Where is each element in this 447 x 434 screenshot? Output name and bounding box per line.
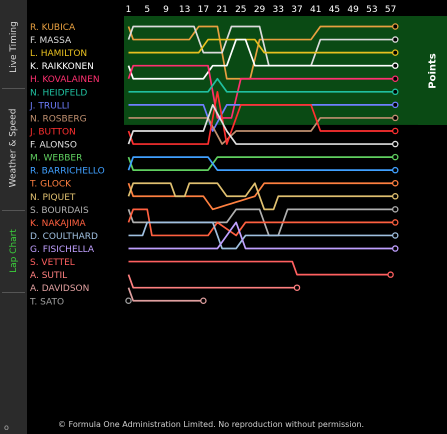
driver-label: L. HAMILTON — [30, 49, 87, 59]
position-line — [127, 156, 396, 172]
driver-label: A. DAVIDSON — [30, 284, 89, 294]
x-tick-label: 49 — [347, 5, 359, 15]
driver-label: J. TRULLI — [29, 101, 69, 111]
driver-label: R. BARRICHELLO — [30, 167, 105, 177]
sidebar-divider — [2, 292, 25, 293]
x-tick-label: 9 — [163, 5, 169, 15]
line-end-marker — [392, 153, 399, 161]
driver-label: M. WEBBER — [30, 154, 82, 164]
x-tick-label: 13 — [179, 5, 190, 15]
driver-label: D. COULTHARD — [30, 232, 98, 242]
position-line — [127, 182, 396, 211]
position-line — [127, 274, 297, 289]
driver-label: T. GLOCK — [29, 180, 72, 190]
driver-label: G. FISICHELLA — [30, 245, 95, 255]
line-end-marker — [392, 219, 399, 226]
position-line — [127, 38, 396, 80]
x-tick-label: 17 — [198, 5, 209, 15]
sidebar-divider — [2, 210, 25, 211]
driver-label: A. SUTIL — [30, 271, 67, 281]
line-end-marker — [200, 297, 207, 305]
x-tick-label: 41 — [310, 5, 321, 15]
x-tick-label: 37 — [291, 5, 302, 15]
position-line — [127, 90, 396, 145]
line-end-marker — [392, 36, 399, 43]
driver-label: F. ALONSO — [30, 141, 77, 151]
position-line — [127, 287, 204, 302]
driver-label: N. ROSBERG — [30, 114, 87, 124]
line-end-marker — [387, 271, 394, 278]
driver-label: S. BOURDAIS — [30, 206, 89, 216]
line-end-marker — [125, 297, 132, 305]
points-label: Points — [427, 52, 438, 89]
line-end-marker — [392, 75, 399, 82]
sidebar: Live Timing Weather & Speed Lap Chart o — [0, 0, 27, 434]
line-end-marker — [392, 127, 399, 135]
line-end-marker — [392, 88, 399, 96]
position-line — [128, 117, 396, 145]
driver-label: R. KUBICA — [30, 23, 76, 33]
copyright-footer: © Formula One Administration Limited. No… — [58, 420, 365, 429]
x-tick-label: 25 — [235, 5, 246, 15]
line-end-marker — [392, 49, 399, 56]
x-tick-label: 1 — [126, 5, 132, 15]
line-end-marker — [392, 23, 399, 30]
x-tick-label: 21 — [216, 5, 227, 15]
points-label-panel: Points — [418, 16, 447, 125]
driver-label: S. VETTEL — [30, 258, 75, 268]
driver-label: N. PIQUET — [30, 193, 76, 203]
position-line — [127, 64, 396, 119]
position-line — [127, 25, 396, 67]
x-tick-label: 5 — [144, 5, 150, 15]
driver-label: F. MASSA — [30, 36, 72, 46]
driver-label: K. NAKAJIMA — [30, 219, 86, 229]
driver-label: J. BUTTON — [29, 127, 76, 137]
sidebar-bottom-glyph: o — [4, 423, 9, 432]
line-end-marker — [392, 62, 399, 69]
position-line — [127, 182, 396, 211]
position-line — [128, 77, 396, 93]
driver-label: N. HEIDFELD — [30, 88, 87, 98]
line-end-marker — [293, 284, 301, 291]
position-line — [127, 104, 396, 145]
line-end-marker — [392, 101, 399, 109]
position-line — [127, 156, 396, 172]
x-tick-label: 29 — [254, 5, 266, 15]
position-line — [128, 38, 396, 54]
line-end-marker — [392, 232, 399, 239]
x-tick-label: 53 — [366, 5, 377, 15]
x-tick-label: 45 — [329, 5, 340, 15]
driver-label: K. RAIKKONEN — [30, 62, 94, 72]
driver-label: T. SATO — [29, 297, 64, 307]
driver-label: H. KOVALAINEN — [30, 75, 100, 85]
x-tick-labels: 1 5 9 13 17 21 25 29 33 37 41 45 49 53 57 — [126, 5, 397, 15]
line-end-marker — [392, 166, 399, 174]
x-tick-label: 57 — [385, 5, 396, 15]
line-end-marker — [392, 114, 399, 122]
points-zone — [124, 16, 418, 125]
position-line — [128, 260, 391, 276]
line-end-marker — [392, 245, 399, 252]
line-end-marker — [392, 206, 399, 213]
line-end-marker — [392, 193, 399, 200]
position-line — [128, 221, 396, 250]
sidebar-divider — [2, 88, 25, 89]
line-end-marker — [392, 140, 399, 148]
x-tick-label: 33 — [273, 5, 284, 15]
line-end-markers — [125, 23, 399, 305]
position-line — [127, 208, 396, 237]
line-end-marker — [392, 179, 399, 187]
position-line — [128, 221, 396, 250]
position-lines — [127, 25, 396, 302]
driver-labels: R. KUBICA F. MASSA L. HAMILTON K. RAIKKONEN… — [29, 23, 105, 307]
